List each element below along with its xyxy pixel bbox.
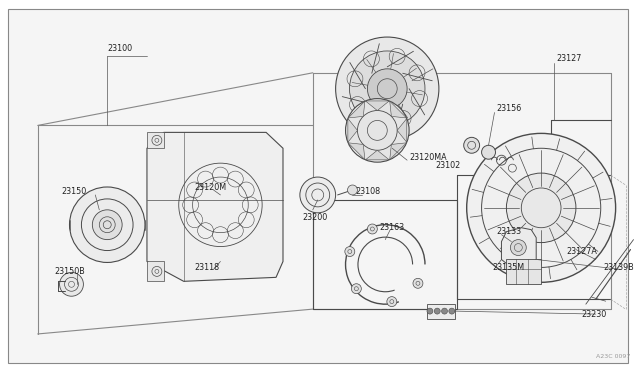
Polygon shape: [348, 143, 365, 160]
Circle shape: [367, 69, 407, 109]
Text: 23163: 23163: [380, 223, 404, 232]
Text: 23139B: 23139B: [604, 263, 634, 272]
Circle shape: [335, 37, 439, 140]
Text: 23150: 23150: [61, 187, 87, 196]
Circle shape: [413, 278, 423, 288]
Circle shape: [442, 308, 447, 314]
Text: 23156: 23156: [497, 104, 522, 113]
FancyBboxPatch shape: [8, 9, 628, 363]
Circle shape: [467, 134, 616, 282]
Circle shape: [481, 145, 495, 159]
Circle shape: [349, 51, 425, 126]
Circle shape: [449, 308, 455, 314]
Circle shape: [387, 296, 397, 307]
Circle shape: [367, 224, 378, 234]
Circle shape: [351, 284, 362, 294]
Circle shape: [300, 177, 335, 213]
Text: 23200: 23200: [303, 213, 328, 222]
Text: 23127A: 23127A: [566, 247, 597, 256]
Circle shape: [60, 272, 83, 296]
Circle shape: [510, 240, 526, 256]
Polygon shape: [147, 132, 164, 148]
Polygon shape: [390, 101, 406, 118]
Text: 23120MA: 23120MA: [409, 153, 447, 162]
Text: 23108: 23108: [355, 187, 381, 196]
Polygon shape: [365, 150, 389, 160]
Circle shape: [345, 247, 355, 257]
Polygon shape: [427, 304, 455, 319]
Text: 23100: 23100: [108, 45, 132, 54]
Polygon shape: [348, 101, 365, 118]
Circle shape: [348, 185, 358, 195]
Text: 23150B: 23150B: [54, 267, 85, 276]
Polygon shape: [147, 132, 283, 281]
Polygon shape: [506, 260, 541, 284]
Text: 23133: 23133: [497, 227, 522, 236]
Polygon shape: [397, 119, 407, 142]
Circle shape: [427, 308, 433, 314]
Circle shape: [435, 308, 440, 314]
Text: A23C 0097: A23C 0097: [596, 354, 630, 359]
Circle shape: [346, 99, 409, 162]
Text: 23135M: 23135M: [493, 263, 525, 272]
Circle shape: [506, 173, 576, 243]
Text: 23127: 23127: [556, 54, 581, 63]
Polygon shape: [502, 228, 536, 267]
Text: 23120M: 23120M: [195, 183, 227, 192]
Text: 23118: 23118: [195, 263, 220, 272]
Polygon shape: [365, 101, 389, 110]
Circle shape: [70, 187, 145, 263]
Text: 23230: 23230: [581, 310, 606, 318]
Polygon shape: [348, 119, 358, 142]
Polygon shape: [390, 143, 406, 160]
Polygon shape: [147, 262, 164, 281]
Text: 23102: 23102: [435, 161, 460, 170]
Circle shape: [464, 137, 479, 153]
Circle shape: [92, 210, 122, 240]
